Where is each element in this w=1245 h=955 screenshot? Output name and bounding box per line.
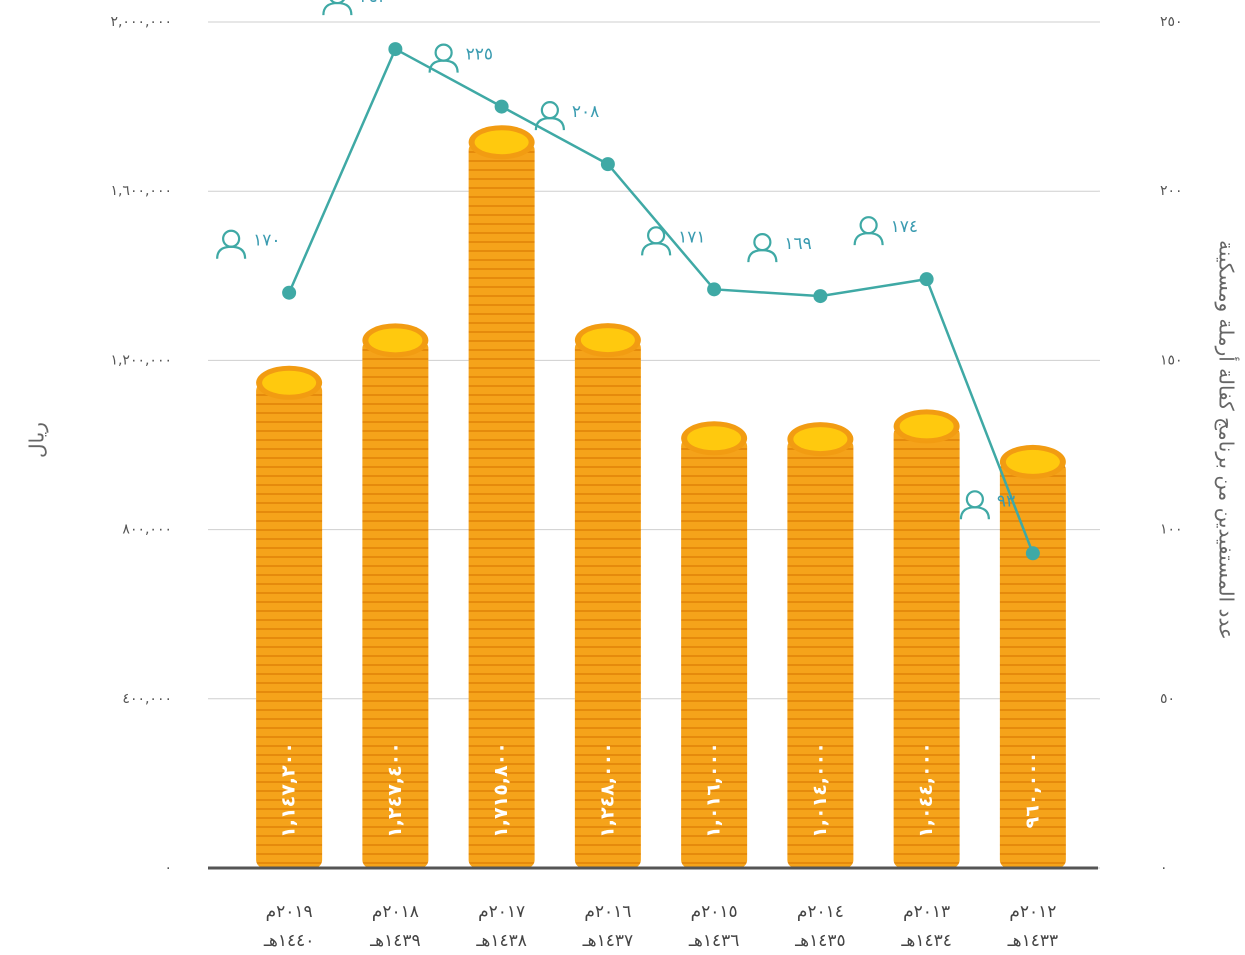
coin-face <box>687 426 742 451</box>
y-tick-label: ٠ <box>164 860 172 876</box>
x-tick-label-hijri: ١٤٣٧هـ <box>582 931 633 951</box>
bar <box>362 340 429 868</box>
line-value-label: ٢٤٢ <box>359 0 386 7</box>
x-tick-label-hijri: ١٤٣٩هـ <box>369 931 420 951</box>
value-label: ١,١٤٧,٢٠٠ <box>278 742 300 838</box>
y2-tick-label: ٠ <box>1160 860 1168 876</box>
y2-tick-label: ٢٥٠ <box>1160 14 1183 30</box>
line-value-label: ٢٢٥ <box>466 45 493 65</box>
x-tick-label: ٢٠١٦م <box>584 902 631 922</box>
icon-body <box>747 249 778 263</box>
bar <box>256 382 323 868</box>
coin-face <box>793 427 848 452</box>
icon-head <box>859 216 878 235</box>
x-tick-label-hijri: ١٤٣٣هـ <box>1007 931 1058 951</box>
bar <box>681 438 748 868</box>
person-icon <box>641 226 672 256</box>
y2-tick-label: ٥٠ <box>1160 691 1175 707</box>
value-label: ١,٠١٤,٠٠٠ <box>809 742 831 838</box>
value-label: ١,٢٤٧,٤٠٠ <box>384 742 406 838</box>
y-axis-title: ريال <box>25 422 49 458</box>
x-tick-label-hijri: ١٤٣٦هـ <box>688 931 739 951</box>
line <box>287 47 1035 554</box>
line-point <box>813 289 828 304</box>
person-icon <box>534 101 565 131</box>
bar <box>787 439 854 868</box>
person-icon <box>216 229 247 259</box>
coin-face <box>262 370 317 395</box>
x-tick-label-hijri: ١٤٣٨هـ <box>475 931 526 951</box>
x-tick-label: ٢٠١٤م <box>797 902 844 922</box>
line-point <box>1025 546 1040 561</box>
icon-body <box>641 242 672 256</box>
value-label: ١,٠٤٤,٠٠٠ <box>915 742 937 838</box>
y2-axis-title: عدد المستفيدين من برنامج كفالة أرملة ومس… <box>1215 240 1240 640</box>
icon-body <box>959 506 990 520</box>
value-label: ١,٢٤٨,٠٠٠ <box>596 742 618 838</box>
bar <box>999 461 1066 868</box>
y-tick-label: ٨٠٠,٠٠٠ <box>122 522 172 538</box>
x-tick-label: ٢٠١٢م <box>1009 902 1056 922</box>
line-value-label: ١٧٠ <box>253 231 280 251</box>
x-tick-label: ٢٠١٥م <box>691 902 738 922</box>
person-icon <box>428 43 459 73</box>
icon-body <box>322 1 353 16</box>
person-icon <box>853 216 884 246</box>
value-label: ١,٧١٥,٨٠٠ <box>490 742 512 838</box>
person-icon <box>959 490 990 520</box>
coin-face <box>580 328 635 353</box>
line-point <box>494 99 509 114</box>
icon-head <box>965 490 984 509</box>
x-tick-label: ٢٠١٣م <box>903 902 950 922</box>
line-point <box>388 42 403 57</box>
line-value-label: ١٦٩ <box>784 234 811 254</box>
x-tick-label-hijri: ١٤٣٥هـ <box>794 931 845 951</box>
x-tick-label-hijri: ١٤٣٤هـ <box>900 931 951 951</box>
value-label: ٩٦٠,٠٠٠ <box>1021 752 1043 829</box>
y-tick-label: ١,٢٠٠,٠٠٠ <box>110 352 172 368</box>
person-icon <box>322 0 353 16</box>
x-tick-label: ٢٠١٨م <box>372 902 419 922</box>
x-tick-label: ٢٠١٧م <box>478 902 525 922</box>
icon-body <box>853 232 884 246</box>
icon-head <box>753 233 772 252</box>
y-tick-label: ١,٦٠٠,٠٠٠ <box>110 183 172 199</box>
line-point <box>707 282 722 297</box>
coin-face <box>1005 449 1060 474</box>
icon-head <box>222 229 241 248</box>
coin-face <box>368 328 423 353</box>
coin-face <box>899 414 954 439</box>
icon-head <box>540 101 559 120</box>
icon-head <box>434 43 453 62</box>
line-value-label: ٢٠٨ <box>572 102 599 122</box>
bar <box>893 426 960 868</box>
x-tick-label: ٢٠١٩م <box>266 902 313 922</box>
line-value-label: ١٧١ <box>678 227 705 247</box>
icon-body <box>216 245 247 259</box>
line-value-label: ٩٣ <box>997 491 1015 511</box>
x-tick-label-hijri: ١٤٤٠هـ <box>263 931 314 951</box>
y-tick-label: ٤٠٠,٠٠٠ <box>122 691 172 707</box>
icon-body <box>428 59 459 73</box>
bar <box>574 340 641 868</box>
icon-body <box>534 117 565 131</box>
line-point <box>919 272 934 287</box>
y2-tick-label: ١٥٠ <box>1160 352 1183 368</box>
person-icon <box>747 233 778 263</box>
line-point <box>600 157 615 172</box>
line-value-label: ١٧٤ <box>891 217 918 237</box>
line-point <box>282 285 297 300</box>
y-tick-label: ٢,٠٠٠,٠٠٠ <box>110 14 172 30</box>
coin-face <box>474 130 529 155</box>
y2-tick-label: ١٠٠ <box>1160 522 1183 538</box>
icon-head <box>647 226 666 245</box>
value-label: ١,٠١٦,٠٠٠ <box>703 742 725 838</box>
bar <box>468 142 535 868</box>
y2-tick-label: ٢٠٠ <box>1160 183 1183 199</box>
